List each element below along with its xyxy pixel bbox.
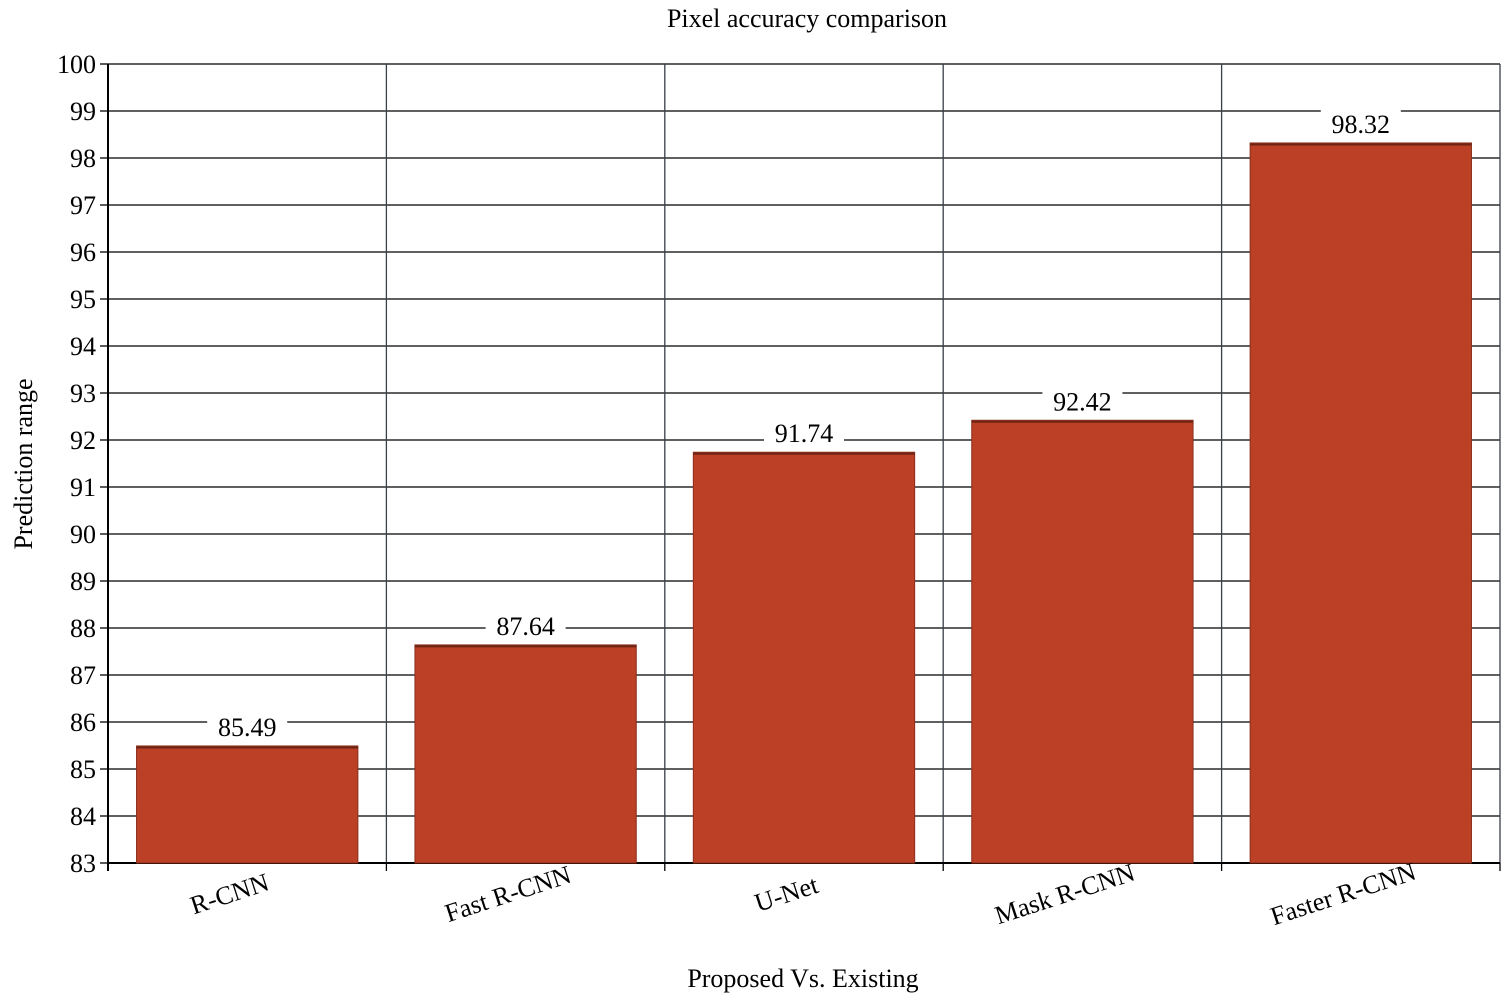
y-tick-label: 88 [70,614,96,643]
y-tick-label: 97 [70,191,96,220]
bar [1249,142,1472,864]
chart-title: Pixel accuracy comparison [667,4,947,33]
data-label-bg [1320,108,1401,139]
bar [692,451,916,864]
x-tick-label: R-CNN [187,868,273,921]
y-tick-labels: 83 84 85 86 87 88 89 90 91 92 93 94 95 96 97 98 99 100 [57,50,96,878]
y-tick-label: 90 [70,520,96,549]
bar [414,644,637,864]
y-tick-label: 94 [70,332,96,361]
y-tick-label: 91 [70,473,96,502]
data-label-bg [764,418,844,449]
data-label: 98.32 [1332,110,1391,139]
y-tick-label: 87 [70,661,96,690]
x-tick-label: Mask R-CNN [991,858,1138,931]
x-axis-label: Proposed Vs. Existing [687,964,918,993]
y-tick-label: 96 [70,238,96,267]
y-tick-label: 98 [70,144,96,173]
bars [136,142,1472,864]
data-label-bg [485,610,566,641]
y-tick-label: 89 [70,567,96,596]
y-tick-label: 83 [70,849,96,878]
data-label: 85.49 [218,713,277,742]
data-label-bg [1042,386,1123,417]
y-tick-label: 84 [70,802,96,831]
y-tick-label: 93 [70,379,96,408]
data-label: 91.74 [775,419,834,448]
x-tick-labels: R-CNN Fast R-CNN U-Net Mask R-CNN Faster R-C… [187,857,1420,931]
x-tick-label: Faster R-CNN [1267,857,1420,931]
y-tick-label: 100 [57,50,96,79]
y-tick-label: 86 [70,708,96,737]
bar [971,419,1194,864]
x-tick-label: U-Net [751,870,822,918]
y-tick-label: 95 [70,285,96,314]
bar [136,745,359,864]
y-tick-label: 92 [70,426,96,455]
data-label: 87.64 [496,612,555,641]
y-tick-label: 99 [70,97,96,126]
x-tick-label: Fast R-CNN [441,860,575,928]
data-label: 92.42 [1053,387,1112,416]
y-tick-label: 85 [70,755,96,784]
data-labels: 85.49 87.64 91.74 92.42 98.32 [207,108,1401,742]
y-axis-label: Prediction range [9,378,38,549]
data-label-bg [207,711,288,742]
